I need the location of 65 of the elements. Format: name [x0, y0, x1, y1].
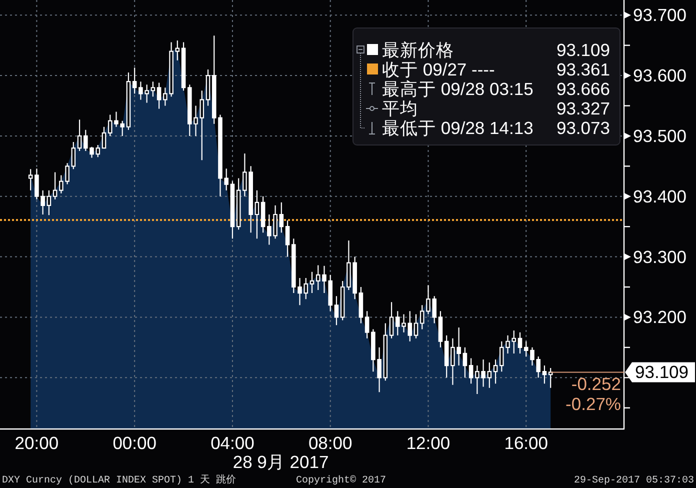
candlestick — [518, 332, 522, 354]
y-tick-label: 93.400 — [633, 186, 687, 206]
annotation: -0.252 — [571, 374, 621, 394]
annotation: 93.327 — [556, 98, 610, 118]
annotation: 平均 — [382, 98, 418, 118]
candlestick — [181, 42, 186, 92]
y-tick-label: 93.300 — [633, 246, 687, 267]
candlestick — [383, 322, 388, 382]
candlestick — [156, 82, 162, 110]
candlestick — [260, 196, 266, 234]
candlestick — [487, 362, 492, 388]
annotation: 93.073 — [556, 118, 610, 138]
candlestick — [542, 365, 547, 384]
candlestick — [230, 180, 235, 240]
x-tick-label: 04:00 — [210, 433, 255, 453]
candlestick — [340, 280, 345, 321]
candlestick — [334, 296, 339, 326]
candlestick — [150, 81, 156, 98]
candlestick — [468, 358, 474, 384]
x-tick-label: 20:00 — [14, 433, 59, 453]
annotation: 93.109 — [635, 362, 689, 382]
x-axis-title: 28 9月 2017 — [232, 452, 329, 472]
x-tick-label: 12:00 — [406, 433, 450, 453]
candlestick — [493, 358, 498, 384]
legend-label: 最新价格 — [382, 40, 454, 60]
candlestick — [28, 168, 33, 191]
annotation: 最高于 09/28 03:15 — [382, 79, 534, 99]
text: Copyright© 2017 — [296, 474, 386, 486]
candlestick — [236, 178, 241, 230]
y-tick-label: 93.600 — [633, 66, 687, 86]
candlestick — [364, 310, 370, 339]
x-tick-label: 00:00 — [112, 433, 157, 453]
candlestick — [46, 190, 52, 216]
candlestick — [438, 310, 443, 348]
candlestick — [358, 286, 364, 324]
candlestick — [389, 302, 394, 339]
candlestick — [285, 220, 290, 258]
annotation: 93.361 — [556, 60, 610, 80]
candlestick — [175, 40, 180, 61]
legend-label: 收于 09/27 ---- — [382, 60, 495, 80]
candlestick — [206, 68, 210, 106]
text: 29-Sep-2017 05:37:03 — [574, 476, 694, 486]
y-tick-label: 93.500 — [633, 126, 687, 146]
candlestick — [548, 367, 553, 388]
candlestick — [126, 72, 131, 130]
text: DXY Curncy (DOLLAR INDEX SPOT) 1 天 跳价 — [2, 474, 236, 486]
annotation: 93.109 — [556, 40, 610, 60]
candlestick — [414, 314, 418, 339]
candlestick — [102, 126, 106, 149]
y-tick-label: 93.200 — [633, 307, 687, 328]
annotation: 93.666 — [556, 79, 610, 99]
candlestick — [77, 119, 82, 152]
candlestick — [254, 190, 260, 240]
candlestick — [71, 141, 76, 170]
x-tick-label: 16:00 — [504, 433, 548, 453]
candlestick — [132, 67, 137, 94]
y-tick-label: 93.700 — [633, 5, 687, 26]
annotation: 最低于 09/28 14:13 — [382, 118, 534, 138]
candlestick — [462, 346, 468, 378]
x-tick-label: 08:00 — [308, 433, 353, 453]
candlestick — [444, 334, 449, 378]
annotation: -0.27% — [566, 394, 621, 414]
candlestick — [279, 202, 284, 234]
candlestick — [310, 271, 314, 294]
candlestick — [52, 172, 58, 200]
